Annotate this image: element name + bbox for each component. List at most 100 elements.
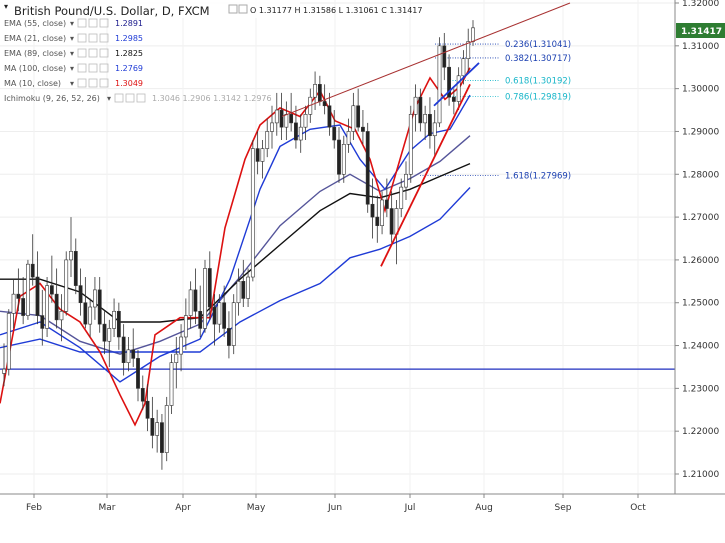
settings-icon[interactable] [88,63,98,73]
candle [246,268,250,308]
candle [203,259,207,333]
close-icon[interactable] [99,18,109,28]
candle [16,268,21,312]
indicator-row[interactable]: MA (100, close) ▾ 1.2769 [4,63,143,73]
candle [365,122,370,213]
candle [188,281,193,329]
candle [428,97,432,149]
chevron-down-icon[interactable]: ▾ [70,64,74,73]
candle [265,118,270,158]
chevron-down-icon[interactable]: ▾ [70,34,74,43]
indicator-row[interactable]: EMA (55, close) ▾ 1.2891 [4,18,143,28]
candle [231,294,236,355]
candle [279,92,284,141]
candle [164,396,169,462]
candle [59,294,64,342]
trendline-support-2 [433,62,480,107]
candle [2,343,6,387]
candle [212,294,217,346]
candle [361,110,365,145]
candle [69,217,73,278]
candle [270,105,274,149]
candle [380,191,384,235]
eye-icon[interactable] [228,4,238,14]
x-tick-label: Oct [630,503,646,513]
chevron-down-icon[interactable]: ▾ [70,19,74,28]
candle [389,191,394,243]
candle [294,105,298,149]
x-tick-label: Jul [404,503,416,513]
indicator-value: 1.2891 [115,19,143,28]
indicator-row[interactable]: Ichimoku (9, 26, 52, 26) ▾ 1.3046 1.2906 1… [4,93,272,103]
last-price-tag: 1.31417 [676,23,725,38]
chevron-down-icon[interactable]: ▾ [70,49,74,58]
indicator-label: EMA (21, close) [4,34,66,43]
chart-title: British Pound/U.S. Dollar, D, FXCM [14,4,210,18]
indicator-label: MA (10, close) [4,79,61,88]
candle [222,285,227,337]
chevron-down-icon[interactable]: ▾ [107,94,111,103]
eye-icon[interactable] [77,33,87,43]
x-tick-label: Sep [555,503,572,513]
candle [78,268,83,316]
candle [207,251,212,320]
close-icon[interactable] [99,48,109,58]
candle [198,285,203,337]
candle [169,354,174,415]
candle [49,255,54,303]
close-icon[interactable] [136,93,146,103]
fib-level-label: 0.618(1.30192) [505,76,571,86]
candle [255,131,260,175]
eye-icon[interactable] [114,93,124,103]
y-axis-ticks: 1.32000 1.31000 1.30000 1.29000 1.28000 1.270… [675,0,719,480]
candle [131,328,136,367]
eye-icon[interactable] [77,48,87,58]
settings-icon[interactable] [125,93,135,103]
candle [341,135,346,183]
candle [260,140,265,179]
indicator-label: Ichimoku (9, 26, 52, 26) [4,94,100,103]
candle [466,28,471,72]
candle [217,294,222,333]
candle [140,375,145,410]
close-icon[interactable] [99,63,109,73]
settings-icon[interactable] [238,4,248,14]
candle [64,251,69,316]
candle [408,105,413,183]
x-tick-label: Aug [475,503,493,513]
indicator-row[interactable]: EMA (21, close) ▾ 1.2985 [4,33,143,43]
indicator-row[interactable]: EMA (89, close) ▾ 1.2825 [4,48,143,58]
candle [112,298,116,337]
settings-icon[interactable] [88,48,98,58]
candle [437,37,442,128]
ma-line-2 [0,162,471,323]
candle [346,118,351,153]
collapse-arrow-icon[interactable]: ▾ [4,2,8,11]
y-tick-label: 1.21000 [682,470,719,480]
indicator-row[interactable]: MA (10, close) ▾ 1.3049 [4,78,143,88]
candle [298,114,303,153]
close-icon[interactable] [99,78,109,88]
eye-icon[interactable] [77,63,87,73]
eye-icon[interactable] [77,18,87,28]
candle [35,251,40,325]
chevron-down-icon[interactable]: ▾ [70,79,74,88]
candle [126,336,131,372]
title-controls[interactable] [228,4,248,14]
candle [73,238,78,295]
trendline-support-1 [380,83,471,267]
candle [303,105,308,141]
close-icon[interactable] [99,33,109,43]
candle [40,289,45,346]
settings-icon[interactable] [88,78,98,88]
settings-icon[interactable] [88,18,98,28]
eye-icon[interactable] [77,78,87,88]
ohlc-values: O 1.31177 H 1.31586 L 1.31061 C 1.31417 [250,6,422,15]
candle [375,195,380,243]
candle [26,259,30,320]
x-axis-ticks: Feb Mar Apr May Jun Jul Aug Sep Oct [26,494,646,513]
candle [274,92,279,136]
settings-icon[interactable] [88,33,98,43]
